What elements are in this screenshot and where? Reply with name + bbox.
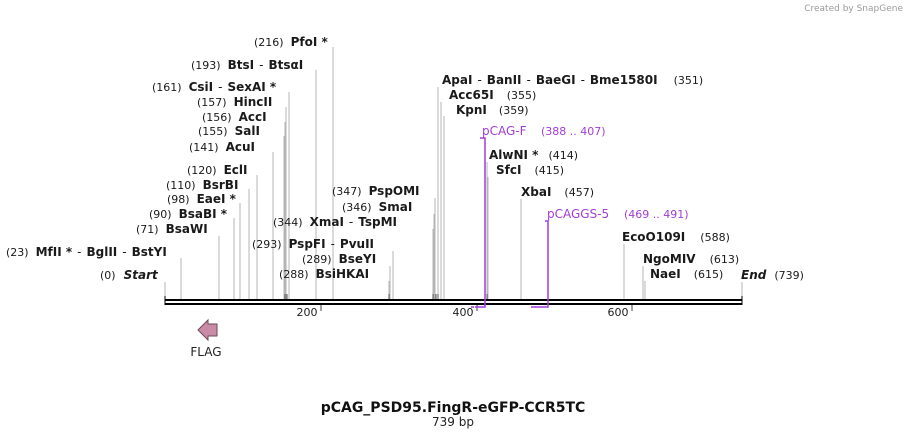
sequence-backbone: [164, 296, 743, 305]
primer-pcag-f-name: pCAG-F: [482, 124, 527, 138]
site-pfoi[interactable]: (216) PfoI *: [254, 35, 328, 49]
primer-pcaggs-5[interactable]: pCAGGS-5 (469 .. 491): [531, 207, 689, 308]
site-pspfi[interactable]: (293) PspFI - PvuII: [252, 237, 374, 251]
feature-flag-label: FLAG: [190, 345, 221, 359]
site-naei[interactable]: NaeI (615): [650, 267, 723, 281]
tick-label-400: 400: [453, 306, 474, 319]
tick-label-600: 600: [608, 306, 629, 319]
ruler: 200 400 600: [297, 305, 633, 319]
feature-flag[interactable]: FLAG: [190, 318, 222, 359]
primer-pcag-f[interactable]: pCAG-F (388 .. 407): [471, 124, 606, 308]
site-kpni[interactable]: KpnI (359): [456, 103, 529, 117]
site-pspomi[interactable]: (347) PspOMI: [332, 184, 420, 198]
site-alwni[interactable]: AlwNI * (414): [489, 148, 578, 162]
site-apai[interactable]: ApaI - BanII - BaeGI - Bme1580I (351): [442, 73, 703, 87]
site-hincii[interactable]: (157) HincII: [197, 95, 272, 109]
sequence-length: 739 bp: [432, 415, 474, 429]
site-ngomiv[interactable]: NgoMIV (613): [643, 252, 739, 266]
tick-label-200: 200: [297, 306, 318, 319]
primer-pcag-f-range: (388 .. 407): [541, 125, 606, 138]
map-title: pCAG_PSD95.FingR-eGFP-CCR5TC: [321, 400, 586, 416]
site-bsawi[interactable]: (71) BsaWI: [136, 222, 208, 236]
site-bseyi[interactable]: (289) BseYI: [302, 252, 376, 266]
site-eaei[interactable]: (98) EaeI *: [167, 192, 237, 206]
site-bsrbi[interactable]: (110) BsrBI: [166, 178, 238, 192]
site-bsabi[interactable]: (90) BsaBI *: [149, 207, 228, 221]
primer-pcaggs-5-range: (469 .. 491): [624, 208, 689, 221]
site-ecoo109i[interactable]: EcoO109I (588): [622, 230, 730, 244]
site-acc65i[interactable]: Acc65I (355): [449, 88, 536, 102]
site-csii[interactable]: (161) CsiI - SexAI *: [152, 80, 277, 94]
site-bsihkai[interactable]: (288) BsiHKAI: [279, 267, 369, 281]
site-sfci[interactable]: SfcI (415): [496, 163, 564, 177]
feature-flag-arrow: [197, 318, 218, 342]
site-smai[interactable]: (346) SmaI: [342, 200, 412, 214]
site-sali[interactable]: (155) SalI: [198, 124, 260, 138]
primer-pcaggs-5-name: pCAGGS-5: [547, 207, 609, 221]
site-stems: [164, 47, 743, 300]
start-label: (0) Start: [100, 268, 159, 282]
credit-label: Created by SnapGene: [804, 4, 903, 14]
site-btsi[interactable]: (193) BtsI - BtsαI: [191, 58, 303, 72]
site-acci[interactable]: (156) AccI: [202, 110, 267, 124]
site-mfii[interactable]: (23) MfII * - BglII - BstYI: [6, 245, 167, 259]
end-label: End (739): [741, 268, 804, 282]
site-acui[interactable]: (141) AcuI: [189, 140, 255, 154]
site-ecli[interactable]: (120) EclI: [187, 163, 247, 177]
site-xbai[interactable]: XbaI (457): [521, 185, 594, 199]
site-xmai[interactable]: (344) XmaI - TspMI: [273, 215, 397, 229]
